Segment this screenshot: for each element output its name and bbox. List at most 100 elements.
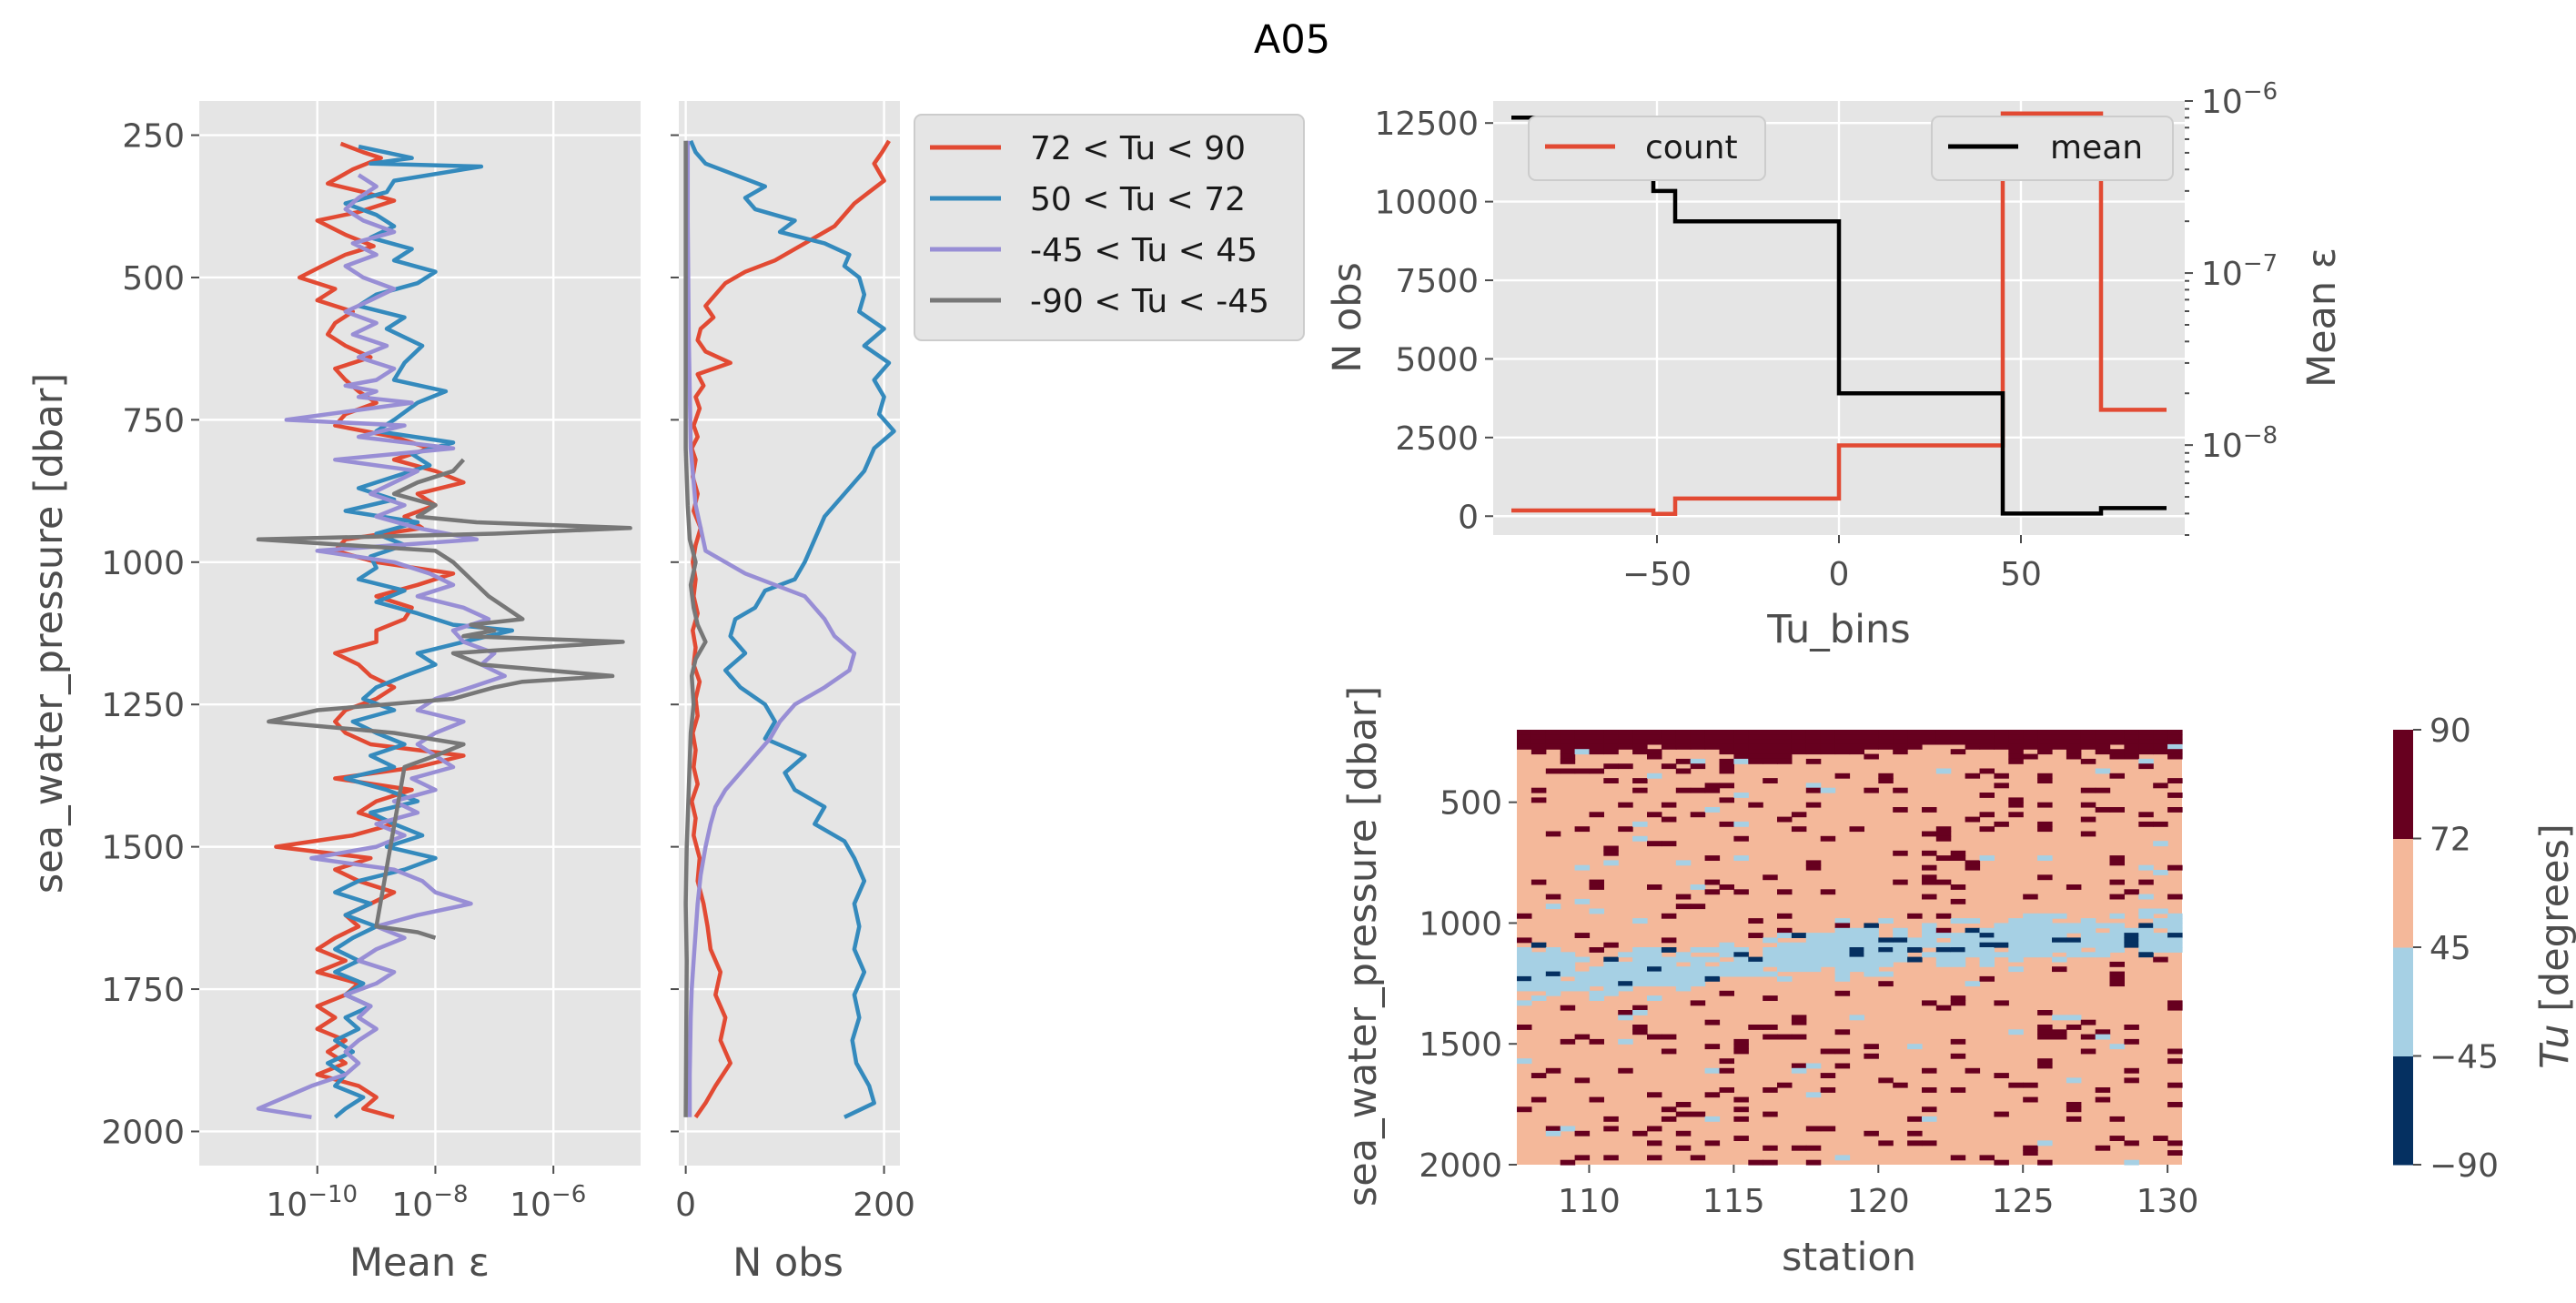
heatmap-cell — [1979, 730, 1995, 735]
heatmap-cell — [2153, 1136, 2168, 1141]
heatmap-cell — [1805, 734, 1822, 741]
heatmap-cell — [2167, 807, 2183, 813]
heatmap-cell — [2066, 947, 2082, 953]
heatmap-cell — [2167, 730, 2183, 735]
heatmap-cell — [2109, 749, 2125, 755]
heatmap-cell — [1530, 985, 1547, 992]
heatmap-cell — [1893, 749, 1908, 755]
ytick-label: 750 — [122, 402, 185, 439]
heatmap-cell — [1834, 966, 1851, 973]
heatmap-cell — [2080, 743, 2096, 750]
heatmap-cell — [1791, 966, 1807, 973]
heatmap-cell — [2008, 918, 2024, 924]
xtick-label: 10−10 — [266, 1181, 358, 1224]
heatmap-cell — [1675, 768, 1692, 774]
heatmap-cell — [1748, 753, 1763, 760]
heatmap-cell — [2066, 1077, 2082, 1084]
heatmap-cell — [1517, 1000, 1532, 1006]
heatmap-cell — [1834, 1048, 1851, 1055]
heatmap-cell — [1545, 1067, 1561, 1074]
heatmap-cell — [2167, 927, 2183, 934]
heatmap-cell — [1922, 864, 1937, 871]
heatmap-cell — [1950, 1038, 1966, 1045]
heatmap-cell — [1618, 1067, 1633, 1074]
heatmap-cell — [1719, 749, 1734, 755]
heatmap-cell — [2167, 913, 2183, 919]
heatmap-cell — [1589, 1096, 1604, 1103]
heatmap-cell — [1618, 1038, 1633, 1045]
heatmap-cell — [2167, 743, 2183, 750]
heatmap-cell — [1922, 831, 1937, 837]
heatmap-cell — [1647, 966, 1662, 973]
heatmap-cell — [1560, 1159, 1576, 1166]
heatmap-cell — [1834, 923, 1851, 929]
heatmap-cell — [2138, 739, 2154, 745]
heatmap-cell — [2109, 942, 2125, 948]
heatmap-cell — [1791, 743, 1807, 750]
xtick-label: 50 — [2000, 556, 2042, 593]
heatmap-cell — [1805, 1145, 1822, 1151]
heatmap-cell — [1517, 947, 1532, 953]
heatmap-cell — [2095, 933, 2111, 938]
heatmap-cell — [2023, 894, 2038, 900]
heatmap-cell — [2153, 923, 2168, 929]
heatmap-cell — [1864, 1130, 1879, 1136]
legend-count-label: count — [1645, 129, 1738, 167]
heatmap-cell — [2037, 773, 2053, 779]
ytick-label: 250 — [122, 118, 185, 156]
heatmap-cell — [2037, 826, 2053, 833]
heatmap-cell — [1574, 1077, 1591, 1084]
heatmap-cell — [2037, 933, 2053, 938]
heatmap-cell — [1805, 749, 1822, 755]
heatmap-cell — [1603, 1126, 1619, 1132]
heatmap-cell — [1805, 961, 1822, 967]
heatmap-cell — [1777, 753, 1793, 760]
heatmap-cell — [1834, 956, 1851, 963]
heatmap-cell — [1647, 952, 1662, 958]
heatmap-cell — [2052, 947, 2067, 953]
heatmap-cell — [1675, 739, 1692, 745]
heatmap-cell — [1690, 956, 1706, 963]
heatmap-cell — [1517, 1025, 1532, 1030]
heatmap-cell — [1965, 942, 1981, 948]
heatmap-cell — [1820, 734, 1836, 741]
heatmap-cell — [1719, 1058, 1734, 1065]
heatmap-cell — [1922, 942, 1937, 948]
heatmap-cell — [1603, 981, 1619, 987]
heatmap-cell — [1719, 1067, 1734, 1074]
heatmap-cell — [2037, 923, 2053, 929]
heatmap-cell — [1950, 995, 1966, 1001]
colorbar-segment — [2393, 838, 2413, 948]
heatmap-cell — [1763, 1159, 1778, 1166]
heatmap-cell — [2138, 937, 2154, 944]
xtick-label: 120 — [1847, 1183, 1910, 1220]
heatmap-cell — [2008, 952, 2024, 958]
heatmap-cell — [1994, 1073, 2009, 1078]
heatmap-cell — [1690, 812, 1706, 818]
series-line — [256, 173, 507, 1120]
heatmap-cell — [1690, 758, 1706, 764]
heatmap-cell — [2080, 758, 2096, 764]
heatmap-cell — [1950, 1000, 1966, 1006]
heatmap-cell — [2167, 1005, 2183, 1011]
heatmap-cell — [2037, 1034, 2053, 1040]
heatmap-cell — [1647, 812, 1662, 818]
heatmap-cell — [1849, 734, 1864, 741]
heatmap-cell — [1748, 933, 1763, 938]
heatmap-cell — [1777, 933, 1793, 938]
heatmap-cell — [2066, 749, 2082, 755]
heatmap-cell — [1763, 937, 1778, 944]
heatmap-cell — [1545, 975, 1561, 982]
heatmap-cell — [1589, 768, 1604, 774]
heatmap-cell — [1748, 749, 1763, 755]
heatmap-cell — [1661, 1106, 1677, 1113]
heatmap-cell — [1647, 749, 1662, 755]
heatmap-cell — [2008, 923, 2024, 929]
heatmap-cell — [2138, 743, 2154, 750]
heatmap-cell — [1632, 730, 1648, 735]
legend-entry-label: 72 < Tu < 90 — [1030, 130, 1246, 167]
heatmap-cell — [2138, 879, 2154, 885]
heatmap-cell — [1864, 923, 1879, 929]
heatmap-cell — [1517, 937, 1532, 944]
heatmap-cell — [2008, 753, 2024, 760]
